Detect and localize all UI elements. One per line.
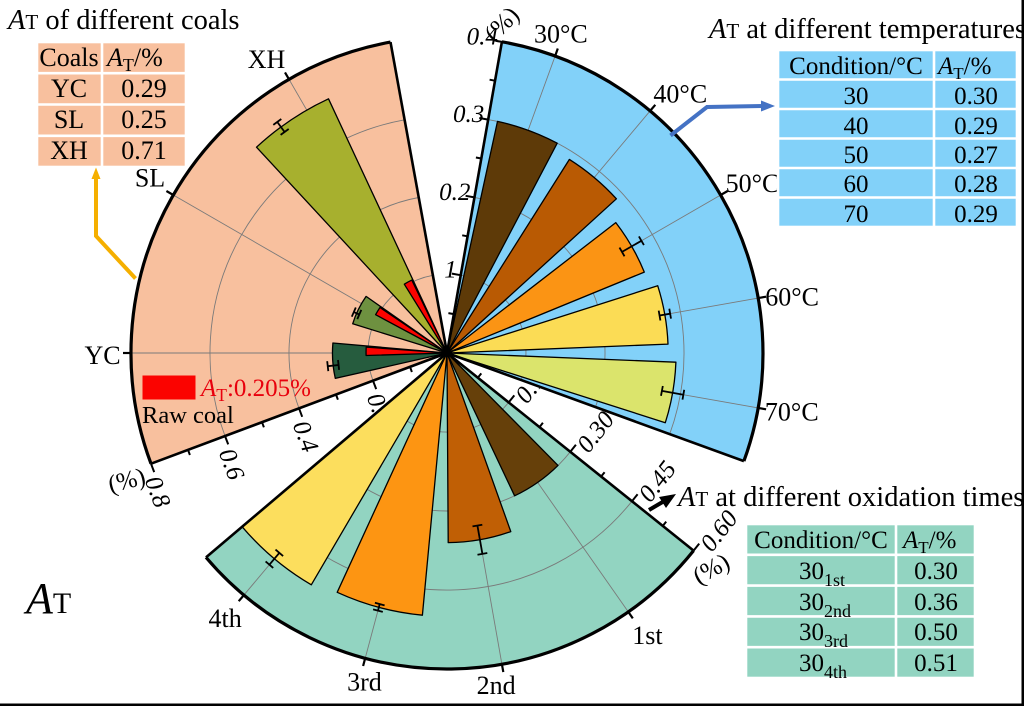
svg-text:0.29: 0.29 <box>121 74 167 103</box>
svg-text:30°C: 30°C <box>534 20 588 49</box>
svg-text:1: 1 <box>444 257 457 284</box>
svg-text:1st: 1st <box>632 621 663 650</box>
svg-text:0.27: 0.27 <box>954 142 998 169</box>
svg-text:AT/%: AT/% <box>105 43 163 75</box>
svg-text:AT/%: AT/% <box>936 53 991 83</box>
svg-text:30: 30 <box>799 650 824 677</box>
svg-text:AT at different oxidation time: AT at different oxidation times <box>676 482 1024 513</box>
svg-text:1st: 1st <box>824 570 845 590</box>
svg-text:30: 30 <box>799 558 824 585</box>
svg-text:3rd: 3rd <box>824 631 848 651</box>
svg-text:4th: 4th <box>208 604 241 633</box>
svg-text:0.30: 0.30 <box>914 558 958 585</box>
svg-text:40: 40 <box>844 113 869 140</box>
svg-text:30: 30 <box>799 589 824 616</box>
svg-text:4th: 4th <box>824 662 847 682</box>
svg-text:XH: XH <box>50 136 88 165</box>
svg-text:3rd: 3rd <box>347 668 382 697</box>
svg-text:40°C: 40°C <box>653 80 707 109</box>
svg-text:60: 60 <box>844 171 869 198</box>
svg-text:Condition/°C: Condition/°C <box>754 527 888 554</box>
svg-text:0.51: 0.51 <box>914 650 958 677</box>
svg-text:YC: YC <box>84 341 120 370</box>
svg-text:SL: SL <box>54 105 84 134</box>
svg-text:Coals: Coals <box>39 43 98 72</box>
svg-text:2nd: 2nd <box>824 601 851 621</box>
svg-text:Raw coal: Raw coal <box>142 402 234 429</box>
svg-text:0.28: 0.28 <box>954 171 998 198</box>
svg-text:AT:0.205%: AT:0.205% <box>199 375 311 405</box>
svg-text:0.36: 0.36 <box>914 589 958 616</box>
svg-text:50: 50 <box>844 142 869 169</box>
svg-text:0.2: 0.2 <box>439 179 470 206</box>
svg-text:0.30: 0.30 <box>954 83 998 110</box>
svg-text:30: 30 <box>844 83 869 110</box>
svg-text:70: 70 <box>844 201 869 228</box>
svg-text:0.71: 0.71 <box>121 136 167 165</box>
svg-text:Condition/°C: Condition/°C <box>789 53 923 80</box>
svg-text:30: 30 <box>799 619 824 646</box>
svg-text:50°C: 50°C <box>726 169 780 198</box>
svg-text:AT/%: AT/% <box>901 527 956 557</box>
svg-text:YC: YC <box>51 74 87 103</box>
svg-text:XH: XH <box>248 45 286 74</box>
svg-text:0.3: 0.3 <box>453 101 484 128</box>
svg-text:2nd: 2nd <box>477 671 516 700</box>
svg-text:0.50: 0.50 <box>914 619 958 646</box>
svg-text:AT of different coals: AT of different coals <box>6 5 240 36</box>
svg-text:70°C: 70°C <box>765 398 819 427</box>
svg-text:60°C: 60°C <box>765 283 819 312</box>
svg-text:0.29: 0.29 <box>954 201 998 228</box>
svg-text:0.29: 0.29 <box>954 113 998 140</box>
svg-text:0.25: 0.25 <box>121 105 167 134</box>
svg-text:AT at different temperatures: AT at different temperatures <box>707 14 1024 45</box>
